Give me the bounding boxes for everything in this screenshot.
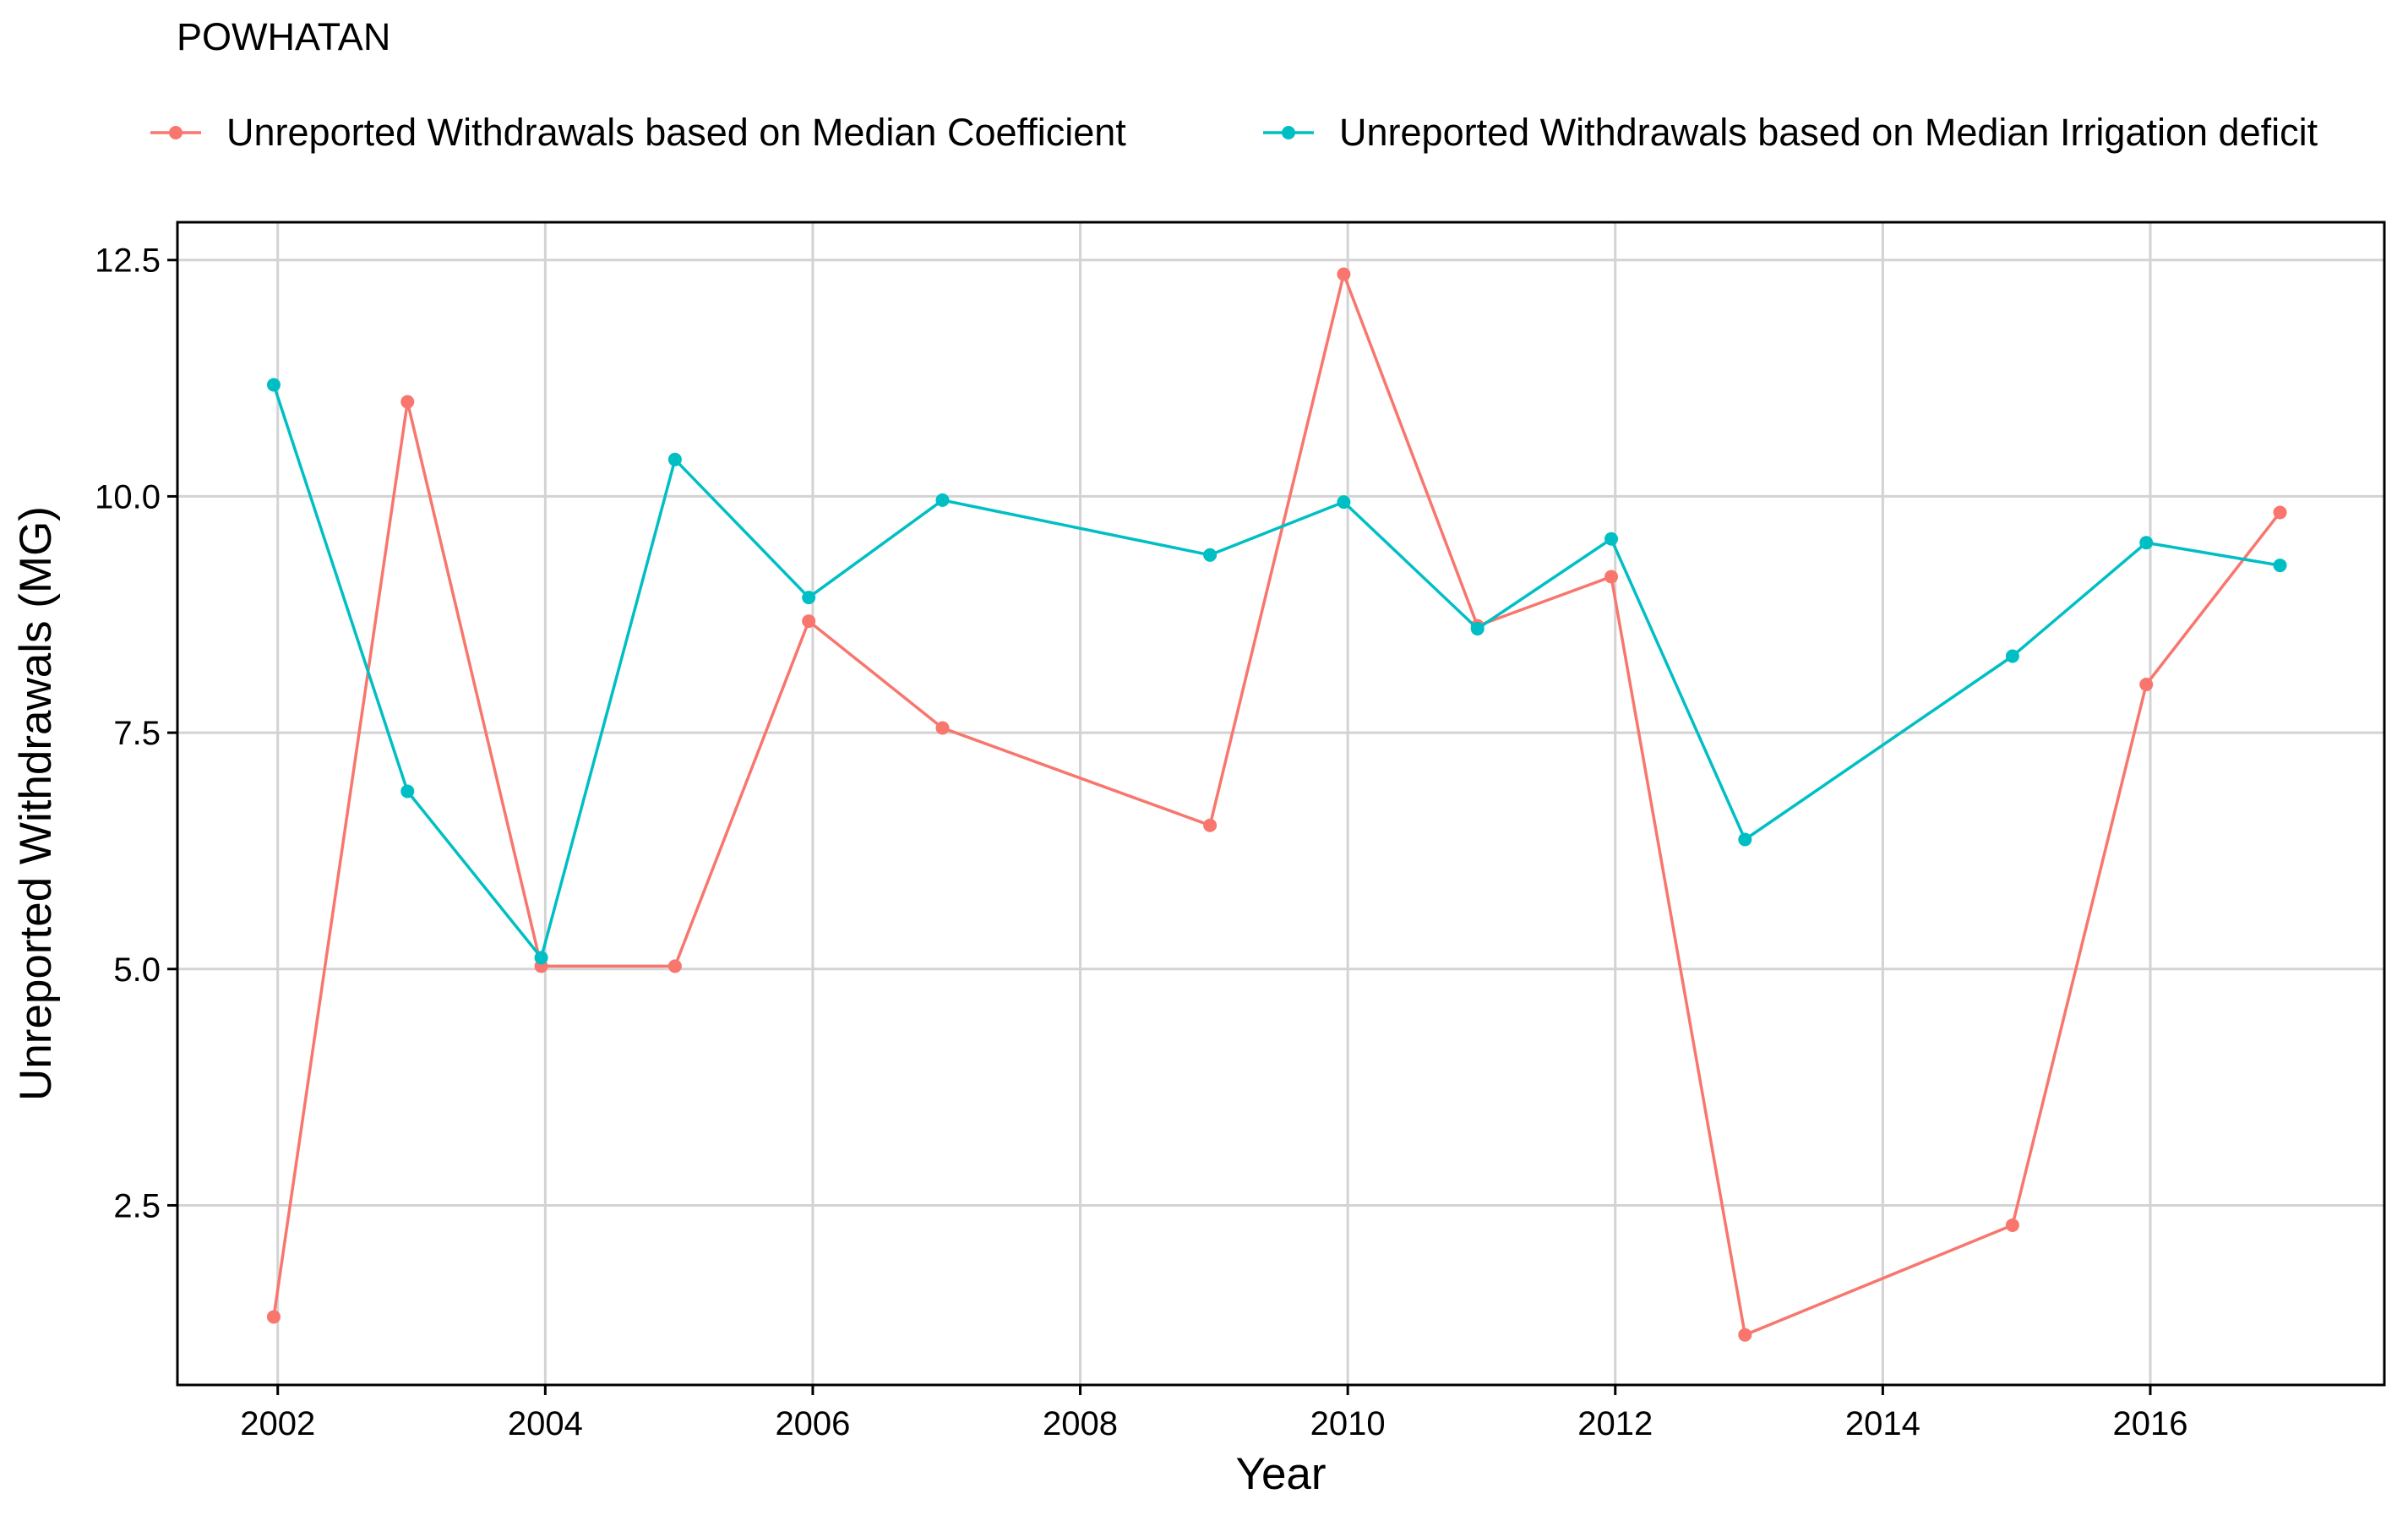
data-point bbox=[1470, 622, 1485, 636]
data-point bbox=[400, 395, 415, 409]
x-tick-label: 2016 bbox=[2112, 1405, 2187, 1442]
series-1 bbox=[266, 267, 2287, 1342]
x-tick-label: 2004 bbox=[508, 1405, 583, 1442]
grid-lines bbox=[177, 222, 2384, 1385]
data-point bbox=[2273, 505, 2287, 520]
data-point bbox=[1203, 818, 1218, 832]
y-axis-label: Unreported Withdrawals (MG) bbox=[11, 506, 61, 1101]
data-point bbox=[935, 721, 950, 735]
x-tick-label: 2014 bbox=[1845, 1405, 1920, 1442]
legend: Unreported Withdrawals based on Median C… bbox=[150, 111, 2318, 154]
legend-item: Unreported Withdrawals based on Median C… bbox=[150, 111, 1126, 154]
data-point bbox=[802, 614, 816, 629]
legend-label: Unreported Withdrawals based on Median C… bbox=[226, 111, 1126, 154]
data-point bbox=[1604, 532, 1619, 546]
data-point bbox=[1604, 570, 1619, 584]
x-tick-label: 2010 bbox=[1310, 1405, 1386, 1442]
y-tick-label: 12.5 bbox=[95, 243, 161, 280]
data-point bbox=[1738, 832, 1752, 847]
data-point bbox=[1203, 548, 1218, 562]
data-point bbox=[266, 1310, 281, 1324]
data-point bbox=[266, 378, 281, 392]
data-point bbox=[2005, 649, 2019, 663]
data-point bbox=[667, 959, 682, 973]
legend-item: Unreported Withdrawals based on Median I… bbox=[1263, 111, 2318, 154]
data-point bbox=[802, 591, 816, 605]
data-point bbox=[1337, 495, 1351, 510]
y-tick-label: 2.5 bbox=[113, 1187, 161, 1224]
legend-key-point bbox=[1282, 126, 1295, 139]
legend-label: Unreported Withdrawals based on Median I… bbox=[1339, 111, 2318, 154]
legend-key-point bbox=[169, 126, 183, 139]
plot-panel-border bbox=[176, 221, 2386, 1387]
data-point bbox=[1337, 267, 1351, 281]
series-line bbox=[272, 384, 2280, 960]
data-point bbox=[2273, 559, 2287, 573]
x-tick-label: 2012 bbox=[1577, 1405, 1653, 1442]
x-tick-label: 2002 bbox=[240, 1405, 315, 1442]
x-tick-label: 2008 bbox=[1043, 1405, 1118, 1442]
x-tick-label: 2006 bbox=[775, 1405, 850, 1442]
data-point bbox=[935, 493, 950, 507]
data-point bbox=[1738, 1327, 1752, 1342]
data-point bbox=[2139, 536, 2154, 550]
x-axis: 2002 2004 2006 2008 2010 2012 2014 2016 bbox=[240, 1385, 2187, 1442]
data-point bbox=[400, 784, 415, 799]
y-tick-label: 5.0 bbox=[113, 951, 161, 989]
series-2 bbox=[266, 378, 2287, 965]
chart-title: POWHATAN bbox=[177, 15, 390, 58]
data-point bbox=[534, 951, 548, 965]
y-tick-label: 7.5 bbox=[113, 715, 161, 752]
data-point bbox=[2139, 678, 2154, 692]
series-line bbox=[272, 272, 2281, 1337]
data-series bbox=[266, 267, 2287, 1342]
data-point bbox=[667, 452, 682, 466]
data-point bbox=[2005, 1218, 2019, 1232]
x-axis-label: Year bbox=[1235, 1449, 1326, 1499]
y-axis: 2.5 5.0 7.5 10.0 12.5 bbox=[95, 243, 177, 1224]
y-tick-label: 10.0 bbox=[95, 478, 161, 515]
